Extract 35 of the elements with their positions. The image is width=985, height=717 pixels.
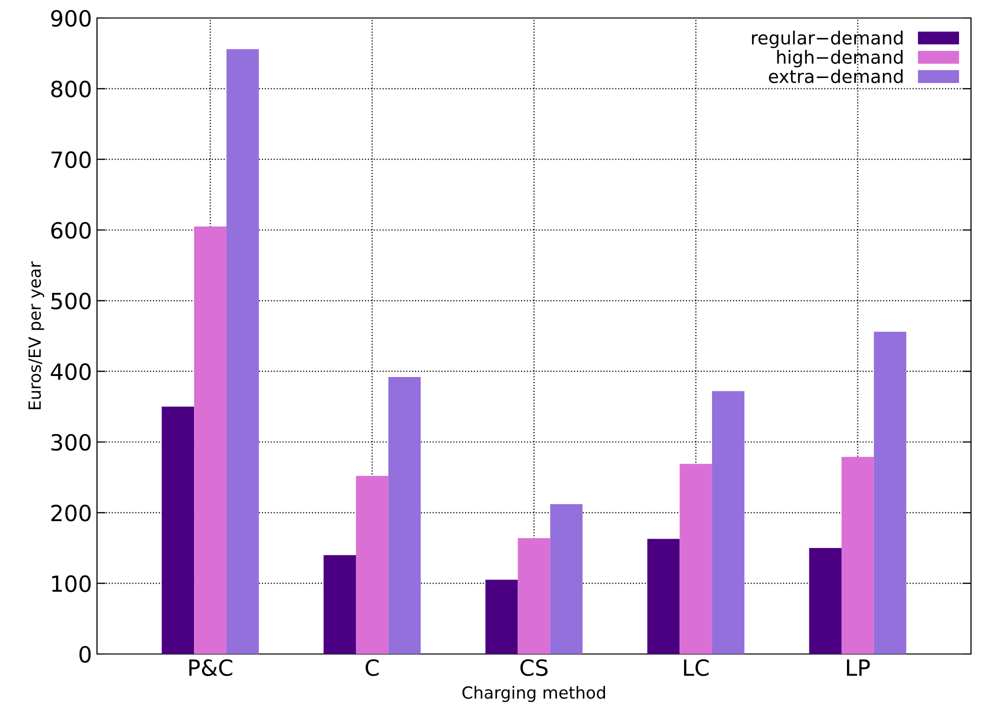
y-tick-label: 0 [79, 646, 91, 663]
x-axis-title: Charging method [462, 686, 605, 702]
legend-label: high−demand [777, 50, 903, 68]
bar [162, 406, 194, 654]
bar [647, 538, 680, 654]
y-tick-label: 700 [52, 151, 91, 168]
y-axis-title: Euros/EV per year [28, 261, 44, 410]
bar [712, 391, 744, 654]
bar [680, 464, 712, 654]
bar [388, 376, 421, 654]
bar [809, 548, 842, 654]
x-tick-label: C [366, 659, 379, 676]
x-tick-label: CS [520, 659, 548, 676]
bar [324, 555, 356, 654]
bar [874, 332, 906, 654]
legend-label: regular−demand [752, 30, 903, 48]
bar [518, 538, 550, 654]
y-tick-label: 100 [52, 575, 91, 592]
x-tick-label: P&C [189, 659, 232, 676]
bar [226, 49, 259, 654]
bar [356, 476, 388, 654]
legend-label: extra−demand [768, 69, 903, 84]
bar [485, 580, 518, 654]
y-tick-label: 200 [51, 504, 91, 522]
bar [842, 456, 874, 654]
y-tick-label: 300 [51, 434, 91, 451]
bar [194, 226, 226, 654]
y-tick-label: 500 [51, 292, 91, 310]
y-tick-label: 900 [51, 10, 91, 27]
y-tick-label: 600 [51, 222, 91, 239]
x-tick-label: LP [846, 660, 870, 676]
y-tick-label: 800 [51, 80, 91, 98]
x-tick-label: LC [684, 659, 709, 676]
y-tick-label: 400 [50, 363, 91, 380]
bar [550, 504, 583, 654]
